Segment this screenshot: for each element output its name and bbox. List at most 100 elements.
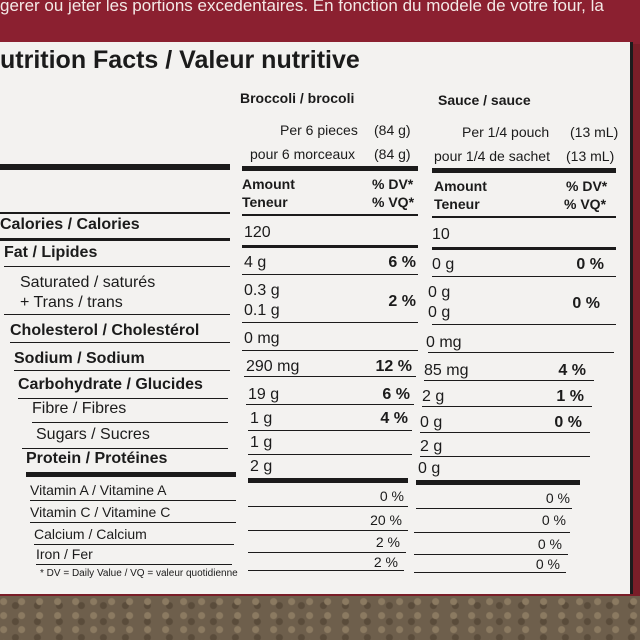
sodium-rule-broccoli xyxy=(244,376,416,377)
calcium-rule-broccoli xyxy=(248,552,406,553)
trans-label: + Trans / trans xyxy=(20,294,123,311)
sat-rule-sauce xyxy=(432,324,616,325)
footnote: * DV = Daily Value / VQ = valeur quotidi… xyxy=(40,568,238,579)
broccoli-vq-label: % VQ* xyxy=(372,194,415,210)
sauce-trans-value: 0 g xyxy=(428,304,451,321)
carbohydrate-label: Carbohydrate / Glucides xyxy=(18,376,203,393)
vita-rule-sauce xyxy=(416,508,572,509)
sat-rule-left xyxy=(4,314,230,315)
vitamin-a-label: Vitamin A / Vitamine A xyxy=(30,482,167,498)
sugars-rule-sauce xyxy=(420,456,590,457)
sauce-carbohydrate-pct: 1 % xyxy=(556,388,584,405)
fibre-label: Fibre / Fibres xyxy=(32,400,127,417)
calories-rule-broccoli xyxy=(242,245,418,248)
fat-rule-sauce xyxy=(432,276,616,277)
vitc-rule-sauce xyxy=(414,532,570,533)
broccoli-vitamin-c-pct: 20 % xyxy=(370,512,402,528)
fat-rule-left xyxy=(4,266,230,267)
sauce-teneur-label: Teneur xyxy=(434,196,480,212)
protein-thick-rule-sauce xyxy=(416,480,580,485)
sauce-sodium-pct: 4 % xyxy=(558,362,586,379)
sauce-fibre-pct: 0 % xyxy=(554,414,582,431)
broccoli-cholesterol-value: 0 mg xyxy=(244,330,280,347)
broccoli-serving-en: Per 6 pieces xyxy=(280,122,358,138)
protein-label: Protein / Protéines xyxy=(26,450,168,467)
broccoli-dv-label: % DV* xyxy=(372,176,414,192)
sodium-label: Sodium / Sodium xyxy=(14,350,145,367)
left-thick-rule xyxy=(0,164,230,170)
sauce-serving-fr: pour 1/4 de sachet xyxy=(434,148,550,164)
sodium-rule-left xyxy=(14,370,230,371)
cholesterol-label: Cholesterol / Cholestérol xyxy=(10,322,200,339)
calories-label: Calories / Calories xyxy=(0,216,140,233)
sauce-serving-fr-qty: (13 mL) xyxy=(566,148,615,164)
iron-rule-broccoli xyxy=(248,570,404,571)
sauce-thick-rule xyxy=(432,168,616,173)
sauce-protein-value: 0 g xyxy=(418,460,441,477)
sauce-cholesterol-value: 0 mg xyxy=(426,334,462,351)
broccoli-sat-trans-pct: 2 % xyxy=(388,293,416,310)
broccoli-vitamin-a-pct: 0 % xyxy=(379,488,404,504)
calcium-rule-left xyxy=(34,544,234,545)
iron-rule-left xyxy=(36,564,232,565)
broccoli-teneur-label: Teneur xyxy=(242,194,288,210)
header-rule-broccoli xyxy=(242,214,418,216)
broccoli-fibre-value: 1 g xyxy=(250,410,273,427)
protein-thick-rule-left xyxy=(26,472,236,477)
sugars-label: Sugars / Sucres xyxy=(36,426,150,443)
broccoli-column-name: Broccoli / brocoli xyxy=(240,90,355,106)
broccoli-fibre-pct: 4 % xyxy=(380,410,408,427)
calcium-rule-sauce xyxy=(414,554,568,555)
vitc-rule-broccoli xyxy=(248,530,408,531)
broccoli-trans-value: 0.1 g xyxy=(244,302,280,319)
sauce-calories-value: 10 xyxy=(432,226,450,243)
saturated-label: Saturated / saturés xyxy=(20,274,156,291)
package-top-text: gerer ou jeter les portions excedentaire… xyxy=(0,0,604,15)
broccoli-sugars-value: 1 g xyxy=(250,434,273,451)
chol-rule-broccoli xyxy=(242,350,418,351)
broccoli-fat-value: 4 g xyxy=(244,254,267,271)
sauce-column-name: Sauce / sauce xyxy=(438,92,531,108)
broccoli-thick-rule xyxy=(242,166,418,171)
broccoli-sodium-pct: 12 % xyxy=(375,358,412,375)
header-rule-left xyxy=(0,212,230,214)
sauce-serving-en: Per 1/4 pouch xyxy=(462,124,550,140)
calories-rule-left xyxy=(0,238,230,241)
carb-rule-broccoli xyxy=(246,404,414,405)
fat-label: Fat / Lipides xyxy=(4,244,98,261)
sauce-iron-pct: 0 % xyxy=(535,556,560,572)
broccoli-iron-pct: 2 % xyxy=(373,554,398,570)
chol-rule-sauce xyxy=(428,352,614,353)
sauce-sodium-value: 85 mg xyxy=(424,362,469,379)
sauce-amount-label: Amount xyxy=(434,178,487,194)
sugars-rule-broccoli xyxy=(248,454,412,455)
broccoli-calcium-pct: 2 % xyxy=(375,534,400,550)
carb-rule-sauce xyxy=(422,406,592,407)
sauce-vq-label: % VQ* xyxy=(564,196,607,212)
sugars-rule-left xyxy=(22,448,228,449)
fibre-rule-broccoli xyxy=(248,430,412,431)
broccoli-fat-pct: 6 % xyxy=(388,254,416,271)
sauce-vitamin-c-pct: 0 % xyxy=(541,512,566,528)
vitamin-c-label: Vitamin C / Vitamine C xyxy=(30,504,171,520)
carb-rule-left xyxy=(18,398,228,399)
vita-rule-broccoli xyxy=(248,506,408,507)
fibre-rule-left xyxy=(32,422,228,423)
sauce-fat-pct: 0 % xyxy=(576,256,604,273)
vita-rule-left xyxy=(30,500,236,501)
fibre-rule-sauce xyxy=(420,432,590,433)
broccoli-serving-fr-qty: (84 g) xyxy=(374,146,411,162)
sauce-dv-label: % DV* xyxy=(566,178,608,194)
broccoli-saturated-value: 0.3 g xyxy=(244,282,280,299)
sauce-fibre-value: 0 g xyxy=(420,414,443,431)
sauce-carbohydrate-value: 2 g xyxy=(422,388,445,405)
broccoli-carbohydrate-pct: 6 % xyxy=(382,386,410,403)
protein-thick-rule-broccoli xyxy=(248,478,408,483)
iron-rule-sauce xyxy=(414,572,566,573)
header-rule-sauce xyxy=(432,216,616,218)
calcium-label: Calcium / Calcium xyxy=(34,526,147,542)
sauce-calcium-pct: 0 % xyxy=(537,536,562,552)
sauce-serving-en-qty: (13 mL) xyxy=(570,124,619,140)
broccoli-calories-value: 120 xyxy=(244,224,271,241)
fat-rule-broccoli xyxy=(242,274,418,275)
